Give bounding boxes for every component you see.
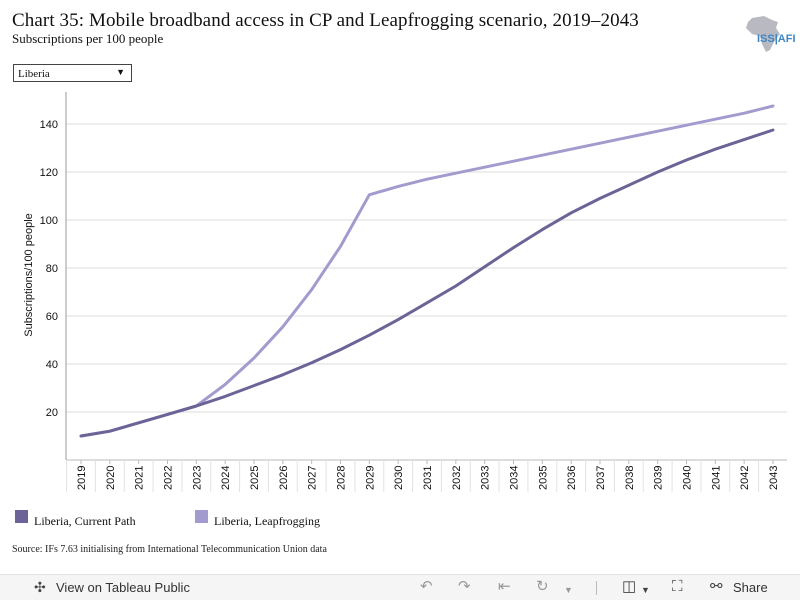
y-tick-label: 100 (40, 215, 58, 227)
legend-swatch-leapfrogging (195, 510, 208, 523)
x-tick-label: 2029 (364, 466, 376, 490)
x-tick-label: 2034 (509, 466, 521, 490)
tableau-logo-icon[interactable]: ✣ (34, 579, 46, 595)
chart-subtitle: Subscriptions per 100 people (12, 31, 164, 46)
legend-label-leapfrogging: Liberia, Leapfrogging (214, 514, 320, 528)
x-tick-label: 2040 (682, 466, 694, 490)
y-axis-label: Subscriptions/100 people (23, 213, 35, 337)
x-tick-label: 2030 (393, 466, 405, 490)
y-tick-label: 120 (40, 167, 58, 179)
x-tick-label: 2020 (105, 466, 117, 490)
legend-label-current-path: Liberia, Current Path (34, 514, 136, 528)
x-tick-label: 2037 (595, 466, 607, 490)
download-dropdown-icon[interactable]: ▼ (641, 585, 650, 595)
source-note: Source: IFs 7.63 initialising from Inter… (12, 544, 327, 555)
x-tick-label: 2043 (768, 466, 780, 490)
y-tick-label: 20 (46, 407, 58, 419)
x-tick-label: 2039 (653, 466, 665, 490)
series-line-current-path[interactable] (79, 128, 775, 438)
x-tick-label: 2042 (739, 466, 751, 490)
legend-item-current-path[interactable]: Liberia, Current Path (15, 508, 185, 528)
x-tick-label: 2023 (191, 466, 203, 490)
y-tick-label: 60 (46, 311, 58, 323)
x-tick-label: 2031 (422, 466, 434, 490)
x-tick-label: 2032 (451, 466, 463, 490)
x-tick-label: 2036 (566, 466, 578, 490)
x-tick-label: 2024 (220, 466, 232, 490)
logo-wordmark: ISS|AFI (757, 33, 796, 45)
dropdown-arrow-icon[interactable]: ▼ (116, 67, 125, 77)
y-tick-labels: 20 40 60 80 100 120 140 (40, 119, 58, 419)
x-tick-label: 2022 (163, 466, 175, 490)
share-icon[interactable]: ⚯ (710, 578, 723, 595)
y-tick-label: 80 (46, 263, 58, 275)
x-tick-label: 2035 (537, 466, 549, 490)
undo-icon[interactable]: ↶ (420, 578, 433, 595)
fullscreen-icon[interactable]: ⛶ (672, 578, 683, 595)
x-tick-label: 2027 (307, 466, 319, 490)
x-tick-label: 2021 (134, 466, 146, 490)
y-tick-label: 40 (46, 359, 58, 371)
chart-title: Chart 35: Mobile broadband access in CP … (12, 10, 639, 31)
series-lines (79, 104, 775, 438)
refresh-icon[interactable]: ↻ (536, 578, 549, 595)
grid-lines (66, 123, 787, 413)
view-on-tableau-link[interactable]: View on Tableau Public (56, 580, 190, 595)
series-line-leapfrogging[interactable] (79, 104, 775, 438)
toolbar-divider (596, 581, 597, 595)
x-tick-label: 2038 (624, 466, 636, 490)
share-button[interactable]: Share (733, 580, 768, 595)
x-tick-label: 2028 (336, 466, 348, 490)
revert-icon[interactable]: ⇤ (498, 578, 511, 595)
iss-africa-logo (746, 16, 780, 52)
y-tick-label: 140 (40, 119, 58, 131)
x-tick-label: 2019 (76, 466, 88, 490)
x-tick-label: 2041 (710, 466, 722, 490)
dropdown-selected-value: Liberia (18, 68, 50, 80)
tableau-toolbar: ✣ View on Tableau Public ↶ ↷ ⇤ ↻ ▼ ◫ ▼ ⛶… (0, 574, 800, 600)
legend-item-leapfrogging[interactable]: Liberia, Leapfrogging (195, 508, 365, 528)
country-filter-dropdown[interactable]: Liberia ▼ (13, 64, 132, 82)
download-icon[interactable]: ◫ (622, 578, 637, 595)
legend-swatch-current-path (15, 510, 28, 523)
x-tick-label: 2026 (278, 466, 290, 490)
x-tick-label: 2033 (480, 466, 492, 490)
legend: Liberia, Current Path Liberia, Leapfrogg… (0, 508, 800, 528)
x-tick-label: 2025 (249, 466, 261, 490)
redo-icon[interactable]: ↷ (458, 578, 471, 595)
x-tick-labels: 2019 2020 2021 2022 2023 2024 2025 2026 2027 2028… (66, 460, 780, 492)
pause-dropdown-icon[interactable]: ▼ (564, 585, 573, 595)
